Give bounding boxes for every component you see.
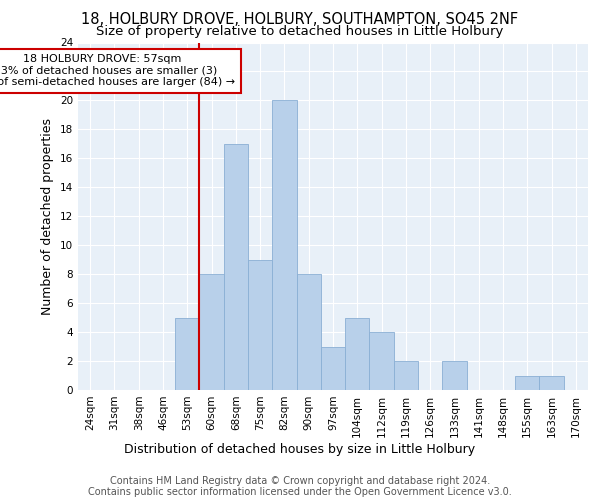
Bar	[394, 361, 418, 390]
Bar	[199, 274, 224, 390]
Bar	[296, 274, 321, 390]
Bar	[539, 376, 564, 390]
Y-axis label: Number of detached properties: Number of detached properties	[41, 118, 55, 315]
Text: 18 HOLBURY DROVE: 57sqm
← 3% of detached houses are smaller (3)
97% of semi-deta: 18 HOLBURY DROVE: 57sqm ← 3% of detached…	[0, 54, 235, 88]
Text: Distribution of detached houses by size in Little Holbury: Distribution of detached houses by size …	[124, 442, 476, 456]
Bar	[515, 376, 539, 390]
Bar	[321, 346, 345, 390]
Bar	[370, 332, 394, 390]
Bar	[175, 318, 199, 390]
Bar	[442, 361, 467, 390]
Text: Contains public sector information licensed under the Open Government Licence v3: Contains public sector information licen…	[88, 487, 512, 497]
Bar	[224, 144, 248, 390]
Text: 18, HOLBURY DROVE, HOLBURY, SOUTHAMPTON, SO45 2NF: 18, HOLBURY DROVE, HOLBURY, SOUTHAMPTON,…	[82, 12, 518, 28]
Bar	[345, 318, 370, 390]
Bar	[248, 260, 272, 390]
Text: Contains HM Land Registry data © Crown copyright and database right 2024.: Contains HM Land Registry data © Crown c…	[110, 476, 490, 486]
Text: Size of property relative to detached houses in Little Holbury: Size of property relative to detached ho…	[97, 25, 503, 38]
Bar	[272, 100, 296, 390]
